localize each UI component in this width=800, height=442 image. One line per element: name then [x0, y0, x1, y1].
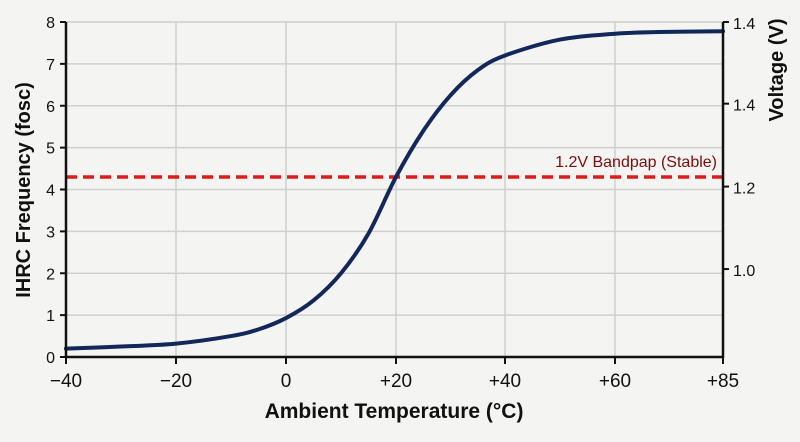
x-tick-label: −20: [160, 371, 192, 392]
y-tick-label: 1: [46, 308, 55, 325]
y-tick-label: 7: [46, 57, 55, 74]
y-tick-label: 6: [46, 99, 55, 116]
reference-line-label: 1.2V Bandpap (Stable): [555, 154, 717, 171]
x-tick-label: 0: [281, 371, 292, 392]
x-tick-label: +40: [489, 371, 521, 392]
y-tick-label: 3: [46, 224, 55, 241]
y-tick-label: 5: [46, 141, 55, 158]
y-tick-label: 8: [46, 15, 55, 32]
grid: [65, 21, 724, 358]
x-tick-label: +60: [599, 371, 631, 392]
x-axis-label: Ambient Temperature (°C): [265, 400, 524, 423]
y-tick-label: 4: [46, 183, 55, 200]
y-tick-label: 2: [46, 266, 55, 283]
x-tick-label: −40: [50, 371, 82, 392]
y2-tick-label: 1.0: [733, 263, 755, 280]
x-tick-label: +20: [380, 371, 412, 392]
series-line-ihrc-frequency: [64, 29, 725, 351]
y2-tick-label: 1.4: [733, 16, 755, 33]
tick-labels: 0 1 2 3 4 5 6 7 8 −40 −20 0 +20 +40 +60 +85 1.4 1.4 1.2 1.0: [46, 15, 755, 392]
y-axis-label: IHRC Frequency (fosc): [13, 82, 35, 298]
y2-tick-label: 1.2: [733, 181, 755, 198]
y2-axis-label: Voltage (V): [766, 19, 788, 122]
y-tick-label: 0: [46, 350, 55, 367]
y2-tick-label: 1.4: [733, 98, 755, 115]
x-tick-label: +85: [707, 371, 739, 392]
